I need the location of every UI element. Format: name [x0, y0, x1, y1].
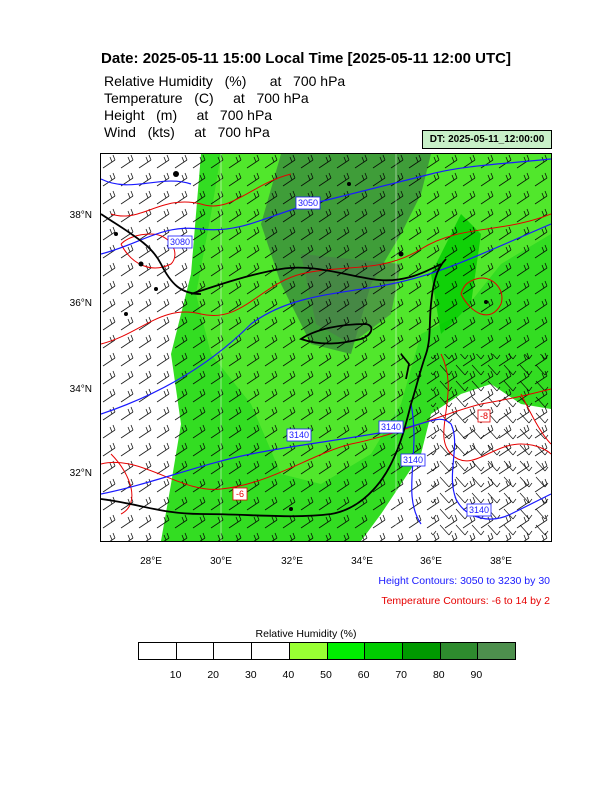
- legend-tick-label: 90: [470, 669, 483, 681]
- coastlines: [101, 213, 447, 518]
- variable-list: Relative Humidity (%) at 700 hPa Tempera…: [104, 73, 345, 141]
- svg-text:3050: 3050: [298, 198, 318, 208]
- chart-title: Date: 2025-05-11 15:00 Local Time [2025-…: [101, 50, 511, 67]
- contour-label: 3140: [378, 420, 404, 434]
- temperature-contours-note: Temperature Contours: -6 to 14 by 2: [381, 595, 550, 607]
- lat-label-34n: 34°N: [69, 384, 92, 395]
- contour-label: 3080: [167, 235, 193, 249]
- contour-labels: 3080 3050 3140 3140 3140 3140: [167, 196, 492, 517]
- legend-color-cell: [440, 643, 479, 659]
- variable-wind: Wind (kts) at 700 hPa: [104, 124, 270, 140]
- lon-label-32e: 32°E: [281, 556, 303, 567]
- contour-label: 3140: [286, 428, 312, 442]
- legend-title: Relative Humidity (%): [255, 628, 357, 640]
- svg-text:3140: 3140: [469, 505, 489, 515]
- legend-tick-label: 70: [395, 669, 408, 681]
- legend-tick-label: 50: [320, 669, 332, 681]
- islands: [114, 171, 488, 511]
- contour-label: 3140: [400, 453, 426, 467]
- legend-tick-label: 10: [169, 669, 182, 681]
- contour-label: -6: [232, 487, 248, 501]
- legend-tick-label: 40: [282, 669, 295, 681]
- lon-label-36e: 36°E: [420, 556, 442, 567]
- contour-label: 3050: [295, 196, 321, 210]
- legend-color-cell: [176, 643, 215, 659]
- map-canvas: 3080 3050 3140 3140 3140 3140: [101, 154, 551, 541]
- svg-text:-8: -8: [480, 411, 488, 421]
- legend-tick-label: 30: [244, 669, 257, 681]
- svg-text:3140: 3140: [403, 455, 423, 465]
- svg-text:3080: 3080: [170, 237, 190, 247]
- svg-text:-6: -6: [236, 489, 244, 499]
- lon-label-38e: 38°E: [490, 556, 512, 567]
- legend-color-cell: [214, 643, 253, 659]
- temperature-contours: [101, 173, 551, 515]
- legend-tick-label: 20: [207, 669, 220, 681]
- legend-color-cell: [139, 643, 177, 659]
- datetime-badge: DT: 2025-05-11_12:00:00: [422, 130, 552, 149]
- legend-tick-label: 60: [357, 669, 370, 681]
- legend-tick-label: 80: [432, 669, 445, 681]
- height-contours-note: Height Contours: 3050 to 3230 by 30: [378, 575, 550, 587]
- legend-color-cell: [478, 643, 516, 659]
- variable-height: Height (m) at 700 hPa: [104, 107, 273, 123]
- contour-label: 3140: [466, 503, 492, 517]
- weather-map: 3080 3050 3140 3140 3140 3140: [100, 153, 552, 542]
- legend-color-cell: [402, 643, 441, 659]
- contour-label: -8: [477, 409, 491, 423]
- lon-label-28e: 28°E: [140, 556, 162, 567]
- lat-label-38n: 38°N: [69, 210, 92, 221]
- variable-temperature: Temperature (C) at 700 hPa: [104, 90, 309, 106]
- variable-rh: Relative Humidity (%) at 700 hPa: [104, 73, 346, 89]
- legend-color-cell: [327, 643, 366, 659]
- lon-label-34e: 34°E: [351, 556, 373, 567]
- lat-label-32n: 32°N: [69, 468, 92, 479]
- legend-colorbar: [138, 642, 516, 660]
- legend-color-cell: [289, 643, 328, 659]
- legend-color-cell: [365, 643, 403, 659]
- legend-color-cell: [252, 643, 290, 659]
- lat-label-36n: 36°N: [69, 298, 92, 309]
- lon-label-30e: 30°E: [210, 556, 232, 567]
- svg-text:3140: 3140: [289, 430, 309, 440]
- svg-text:3140: 3140: [381, 422, 401, 432]
